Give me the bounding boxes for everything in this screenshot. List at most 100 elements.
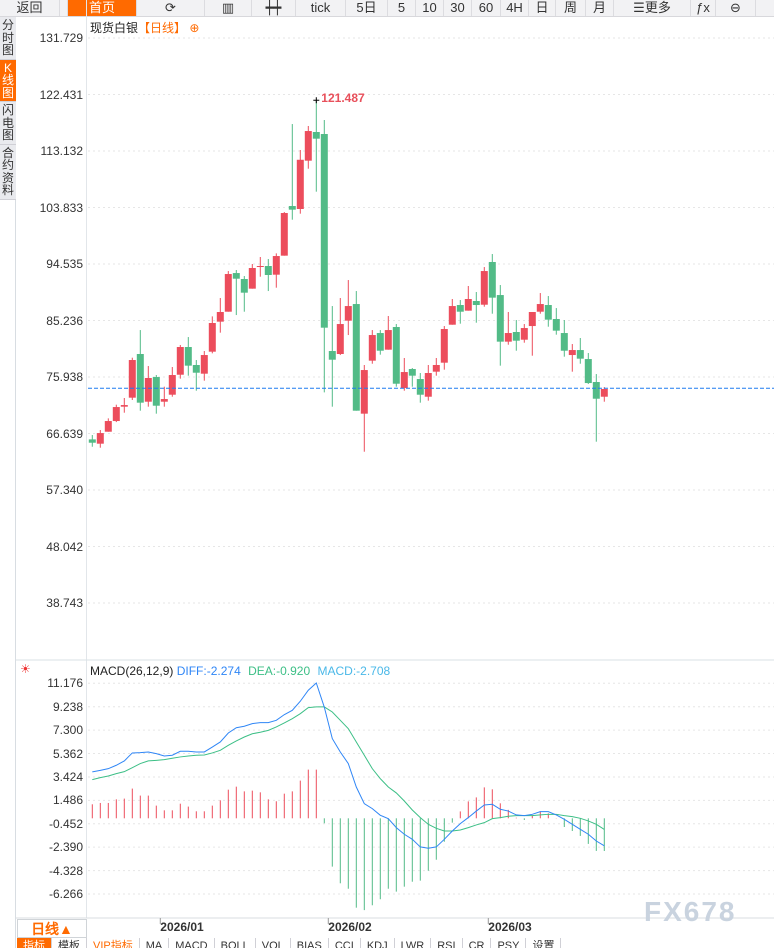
candle-body — [384, 330, 392, 350]
candle — [280, 212, 288, 256]
candle — [408, 368, 416, 387]
toolbar-fx-button[interactable]: ƒx — [691, 0, 716, 16]
candle-body — [472, 301, 480, 306]
toolbar-zoom-out-button[interactable]: ⊖ — [716, 0, 756, 16]
candle — [192, 360, 200, 391]
sidebar-tab-0[interactable]: 分时图 — [0, 17, 16, 60]
candle — [104, 418, 112, 432]
indicator-tab-11[interactable]: RSI — [431, 938, 463, 948]
candle — [296, 149, 304, 214]
add-icon[interactable]: ⊕ — [186, 21, 200, 35]
candle — [136, 330, 144, 411]
indicator-tab-9[interactable]: KDJ — [361, 938, 395, 948]
candle-body — [512, 331, 520, 341]
indicator-tab-10[interactable]: LWR — [395, 938, 432, 948]
indicator-tab-5[interactable]: BOLL — [215, 938, 256, 948]
candle-body — [248, 268, 256, 289]
macd-value-label: MACD:-2.708 — [317, 664, 391, 678]
candle-body — [336, 324, 344, 354]
candle-body — [112, 407, 120, 422]
indicator-tab-2[interactable]: VIP指标 — [87, 938, 140, 948]
toolbar-4h-button[interactable]: 4H — [501, 0, 529, 16]
toolbar-5-button[interactable]: 5 — [388, 0, 416, 16]
toolbar-more-button[interactable]: ☰更多 — [614, 0, 691, 16]
candle-body — [408, 369, 416, 376]
candle — [480, 267, 488, 307]
indicator-tab-6[interactable]: VOL — [256, 938, 291, 948]
candle-body — [464, 299, 472, 311]
candle — [208, 316, 216, 354]
macd-tick-label: 9.238 — [52, 699, 83, 714]
chart-title: 现货白银【日线】 ⊕ — [90, 19, 199, 36]
toolbar-5day-button[interactable]: 5日 — [346, 0, 388, 16]
candle-body — [352, 304, 360, 411]
date-label: 2026/01 — [160, 920, 204, 934]
candle-body — [224, 274, 232, 312]
candle — [304, 125, 312, 169]
candle-body — [416, 379, 424, 395]
toolbar-refresh-button[interactable]: ⟳ — [137, 0, 205, 16]
candle-body — [96, 433, 104, 444]
indicator-tab-1[interactable]: 模板 — [52, 938, 87, 948]
price-tick-label: 103.833 — [39, 200, 83, 215]
toolbar-tick-button[interactable]: tick — [296, 0, 346, 16]
macd-tick-label: -2.390 — [48, 840, 83, 855]
sidebar-tab-1[interactable]: K线图 — [0, 59, 16, 102]
indicator-tab-4[interactable]: MACD — [169, 938, 215, 948]
candle — [168, 367, 176, 397]
candle-body — [328, 351, 336, 360]
candle-body — [200, 355, 208, 374]
price-tick-label: 131.729 — [39, 31, 83, 45]
toolbar-30-button[interactable]: 30 — [444, 0, 472, 16]
sidebar-tab-3[interactable]: 合约资料 — [0, 144, 16, 200]
period-label: 【日线】 — [138, 21, 187, 35]
candle-body — [232, 273, 240, 279]
candle-body — [528, 312, 536, 327]
indicator-tab-0[interactable]: 指标 — [17, 938, 52, 948]
macd-tick-label: -0.452 — [48, 816, 83, 831]
candle — [520, 324, 528, 343]
indicator-tab-3[interactable]: MA — [140, 938, 170, 948]
candle-body — [376, 333, 384, 351]
candle-body — [312, 132, 320, 139]
toolbar-back-button[interactable]: 返回 — [0, 0, 60, 16]
toolbar-day-button[interactable]: 日 — [529, 0, 556, 16]
price-tick-label: 113.132 — [40, 144, 84, 158]
candle — [248, 263, 256, 289]
toolbar-week-button[interactable]: 周 — [556, 0, 586, 16]
sidebar-tab-2[interactable]: 闪电图 — [0, 102, 16, 145]
toolbar-candle-type-button[interactable]: ┿┿ — [252, 0, 296, 16]
candle-body — [456, 305, 464, 312]
toolbar-60-button[interactable]: 60 — [472, 0, 501, 16]
candle — [392, 324, 400, 387]
settings-sun-icon[interactable]: ☀ — [20, 662, 31, 676]
candle — [456, 300, 464, 324]
price-tick-label: 75.938 — [46, 370, 83, 384]
candle-body — [576, 350, 584, 359]
candle — [160, 386, 168, 407]
toolbar-10-button[interactable]: 10 — [416, 0, 444, 16]
candle — [544, 296, 552, 327]
candle-body — [144, 378, 152, 402]
candle-body — [536, 304, 544, 312]
toolbar-home-button[interactable]: 首页 — [68, 0, 137, 16]
period-select-button[interactable]: 日线▲ — [17, 919, 87, 938]
candle-body — [128, 360, 136, 398]
indicator-tab-12[interactable]: CR — [463, 938, 492, 948]
indicator-tab-14[interactable]: 设置 — [526, 938, 562, 948]
candle-body — [568, 350, 576, 356]
candle-body — [544, 305, 552, 320]
candle-body — [240, 279, 248, 293]
candle-body — [296, 159, 304, 210]
candle — [568, 344, 576, 372]
candle — [224, 271, 232, 312]
candle-body — [288, 206, 296, 210]
toolbar-chart-type-button[interactable]: ▥ — [205, 0, 252, 16]
toolbar-month-button[interactable]: 月 — [586, 0, 614, 16]
candle — [376, 330, 384, 355]
candle — [384, 316, 392, 350]
indicator-tab-7[interactable]: BIAS — [291, 938, 329, 948]
indicator-tab-8[interactable]: CCI — [329, 938, 361, 948]
indicator-tab-13[interactable]: PSY — [491, 938, 527, 948]
